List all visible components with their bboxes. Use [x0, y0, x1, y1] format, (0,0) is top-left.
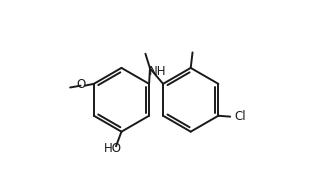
Text: O: O — [77, 78, 86, 91]
Text: NH: NH — [149, 65, 166, 78]
Text: HO: HO — [104, 142, 122, 155]
Text: Cl: Cl — [235, 110, 246, 123]
